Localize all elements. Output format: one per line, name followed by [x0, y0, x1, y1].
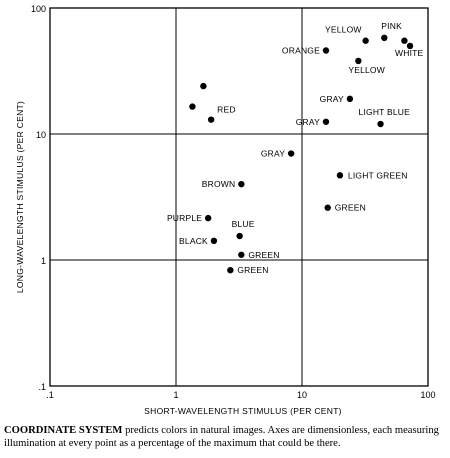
x-tick-label: 1	[173, 390, 178, 400]
plot-frame	[49, 7, 429, 387]
point-label: LIGHT BLUE	[359, 107, 411, 117]
caption-body: predicts colors in natural images. Axes …	[4, 425, 439, 449]
data-point	[406, 42, 414, 50]
point-label: WHITE	[395, 48, 424, 58]
y-tick-label: 10	[36, 130, 46, 140]
x-tick-label: 10	[297, 390, 307, 400]
point-label: LIGHT GREEN	[348, 170, 408, 180]
point-label: YELLOW	[325, 25, 362, 35]
y-tick-labels: .1 1 10 100	[31, 4, 46, 392]
figure-caption: COORDINATE SYSTEM predicts colors in nat…	[4, 424, 448, 450]
data-point	[287, 150, 295, 157]
data-point	[227, 266, 234, 274]
point-label: GRAY	[320, 94, 344, 104]
point-label: PINK	[381, 21, 402, 31]
data-point	[236, 232, 243, 240]
point-label: BLACK	[179, 236, 208, 246]
caption-heading: COORDINATE SYSTEM	[4, 425, 123, 436]
point-label: ORANGE	[282, 45, 320, 55]
data-point	[355, 57, 362, 65]
scatter-chart: .1 1 10 100 .1 1 10 100 RED YELLOW PINK WHITE ORAN…	[15, 4, 436, 416]
point-label: GREEN	[335, 203, 366, 213]
data-point	[189, 103, 196, 110]
data-point	[207, 116, 215, 123]
point-label: GREEN	[237, 265, 268, 275]
point-label: YELLOW	[348, 65, 385, 75]
data-point	[200, 82, 207, 90]
data-point	[336, 172, 344, 179]
point-label: BROWN	[202, 179, 236, 189]
data-point	[322, 118, 330, 125]
data-point	[377, 120, 384, 128]
point-label: BLUE	[232, 219, 255, 229]
y-tick-label: 1	[41, 256, 46, 266]
data-point	[238, 180, 245, 188]
data-point	[238, 251, 245, 258]
x-tick-label: .1	[46, 390, 54, 400]
chart-grid	[49, 7, 429, 387]
data-points: RED YELLOW PINK WHITE ORANGE YELLOW GRAY GRAY LI…	[167, 21, 424, 275]
data-point	[381, 34, 388, 42]
y-tick-label: .1	[38, 382, 46, 392]
data-point	[210, 237, 218, 245]
data-point	[204, 214, 212, 222]
x-tick-label: 100	[420, 390, 435, 400]
point-label: GRAY	[296, 117, 320, 127]
point-label: GRAY	[261, 149, 285, 159]
data-point	[324, 204, 331, 211]
x-tick-labels: .1 1 10 100	[46, 390, 435, 400]
data-point	[322, 47, 330, 54]
data-point	[362, 37, 369, 44]
point-label: PURPLE	[167, 213, 202, 223]
y-tick-label: 100	[31, 4, 46, 14]
point-label: GREEN	[248, 250, 279, 260]
data-point	[346, 95, 354, 103]
y-axis-label: LONG-WAVELENGTH STIMULUS (PER CENT)	[15, 101, 25, 293]
point-label: RED	[217, 105, 236, 115]
data-point	[401, 37, 408, 44]
x-axis-label: SHORT-WAVELENGTH STIMULUS (PER CENT)	[144, 406, 342, 416]
